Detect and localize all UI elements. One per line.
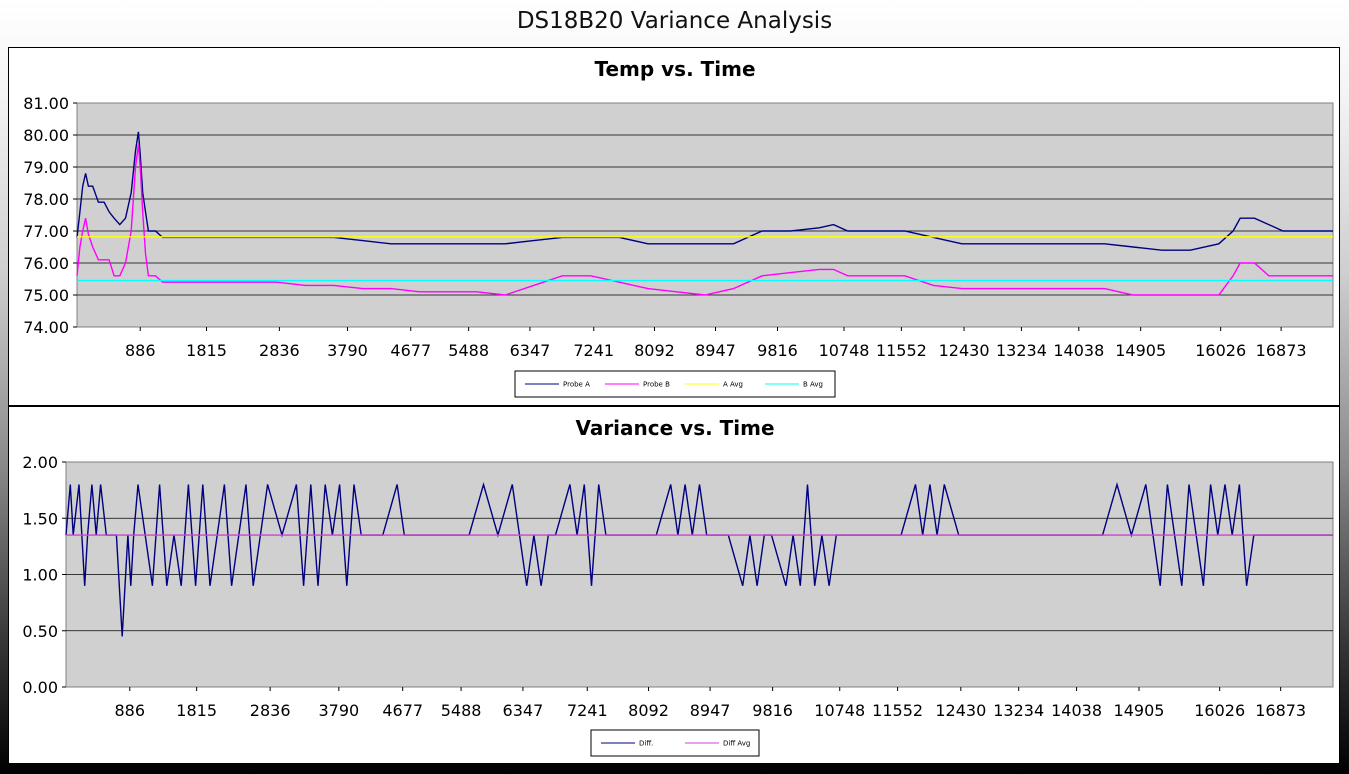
x-tick-label: 10748 (814, 701, 865, 720)
y-tick-label: 79.00 (23, 158, 69, 177)
variance-chart: Variance vs. Time 0.00 0.50 1.00 1.50 2.00 886… (22, 416, 1334, 757)
x-tick-label: 11552 (872, 701, 923, 720)
y-tick-label: 77.00 (23, 222, 69, 241)
x-tick-label: 16026 (1195, 341, 1246, 360)
page-title: DS18B20 Variance Analysis (516, 8, 833, 34)
x-tick-label: 8092 (628, 701, 669, 720)
x-tick-label: 14038 (1053, 341, 1104, 360)
x-tick-label: 1815 (186, 341, 227, 360)
x-tick-label: 5488 (448, 341, 489, 360)
x-tick-label: 7241 (573, 341, 614, 360)
chart-title: Variance vs. Time (575, 416, 774, 440)
x-tick-label: 13234 (996, 341, 1047, 360)
x-tick-label: 9816 (757, 341, 798, 360)
x-tick-label: 2836 (259, 341, 300, 360)
y-tick-label: 81.00 (23, 94, 69, 113)
x-tick-label: 886 (115, 701, 146, 720)
x-tick-label: 1815 (176, 701, 217, 720)
x-tick-label: 4677 (390, 341, 431, 360)
temp-chart: Temp vs. Time 74.00 75.00 76.00 77.00 78.00 79… (23, 57, 1334, 398)
y-tick-label: 2.00 (22, 453, 58, 472)
x-tick-label: 13234 (993, 701, 1044, 720)
x-tick-label: 2836 (250, 701, 291, 720)
legend-label: Diff. (639, 740, 653, 748)
x-tick-label: 14038 (1051, 701, 1102, 720)
x-tick-label: 16873 (1255, 701, 1306, 720)
x-tick-label: 6347 (510, 341, 551, 360)
y-tick-label: 74.00 (23, 318, 69, 337)
series-line-diff (65, 481, 1333, 637)
series-line-probe-b (76, 144, 1333, 296)
x-tick-label: 8947 (695, 341, 736, 360)
x-tick-label: 11552 (876, 341, 927, 360)
x-tick-label: 12430 (935, 701, 986, 720)
x-tick-label: 12430 (939, 341, 990, 360)
plot-area (76, 102, 1334, 328)
x-tick-label: 7241 (567, 701, 608, 720)
legend-label: B Avg (803, 381, 823, 389)
x-tick-label: 3790 (327, 341, 368, 360)
x-tick-label: 16873 (1256, 341, 1307, 360)
legend-label: Probe A (563, 381, 590, 389)
legend-label: Diff Avg (723, 740, 750, 748)
x-tick-label: 9816 (752, 701, 793, 720)
x-tick-label: 16026 (1194, 701, 1245, 720)
x-tick-label: 5488 (441, 701, 482, 720)
legend-label: Probe B (643, 381, 670, 389)
y-tick-label: 1.00 (22, 566, 58, 585)
x-tick-label: 6347 (503, 701, 544, 720)
y-tick-label: 75.00 (23, 286, 69, 305)
legend: Diff. Diff Avg (590, 729, 760, 757)
temp-chart-panel: Temp vs. Time 74.00 75.00 76.00 77.00 78.00 79… (8, 47, 1340, 406)
x-tick-label: 886 (125, 341, 156, 360)
series-line-probe-a (76, 131, 1333, 251)
y-tick-label: 80.00 (23, 126, 69, 145)
legend-label: A Avg (723, 381, 743, 389)
y-tick-label: 0.00 (22, 678, 58, 697)
y-tick-label: 0.50 (22, 622, 58, 641)
y-tick-label: 78.00 (23, 190, 69, 209)
x-tick-label: 8092 (634, 341, 675, 360)
x-tick-label: 8947 (690, 701, 731, 720)
x-tick-label: 14905 (1115, 341, 1166, 360)
chart-title: Temp vs. Time (594, 57, 755, 81)
y-tick-label: 1.50 (22, 509, 58, 528)
x-tick-label: 10748 (819, 341, 870, 360)
x-tick-label: 14905 (1114, 701, 1165, 720)
x-tick-label: 4677 (382, 701, 423, 720)
variance-chart-panel: Variance vs. Time 0.00 0.50 1.00 1.50 2.00 886… (8, 406, 1340, 764)
x-tick-label: 3790 (318, 701, 359, 720)
y-tick-label: 76.00 (23, 254, 69, 273)
legend: Probe A Probe B A Avg B Avg (514, 370, 836, 398)
